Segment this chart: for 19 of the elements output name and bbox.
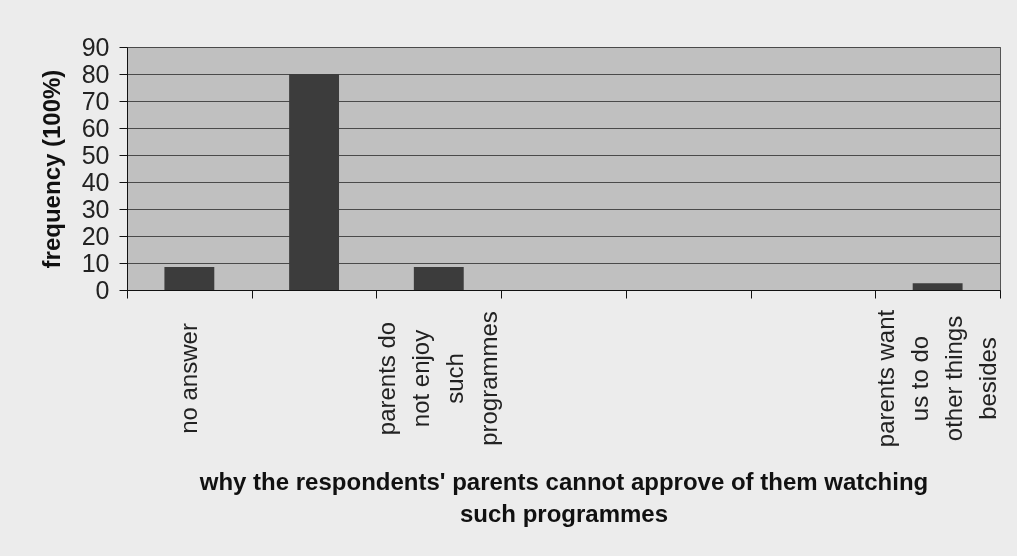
y-tick-label: 50 xyxy=(81,140,110,169)
y-tick-label: 10 xyxy=(81,248,110,277)
y-tick-label: 70 xyxy=(81,86,110,115)
y-tick-label: 30 xyxy=(81,194,110,223)
y-tick-label: 40 xyxy=(81,167,110,196)
bar xyxy=(289,74,340,290)
bar xyxy=(413,267,464,290)
bar xyxy=(164,267,215,290)
y-tick-label: 80 xyxy=(81,59,110,88)
x-tick-label: parents want us to do other things besides xyxy=(872,309,1002,448)
y-axis-title: frequency (100%) xyxy=(37,69,65,269)
x-axis-title: why the respondents' parents cannot approve of them watching such programmes xyxy=(198,468,929,528)
y-tick-label: 90 xyxy=(81,32,110,61)
y-tick-label: 60 xyxy=(81,113,110,142)
y-tick-label: 0 xyxy=(95,275,110,304)
x-tick-label: parents do not enjoy such programmes xyxy=(373,311,503,446)
y-tick-label: 20 xyxy=(81,221,110,250)
bar xyxy=(912,283,963,290)
x-tick-label: no answer xyxy=(174,323,202,434)
